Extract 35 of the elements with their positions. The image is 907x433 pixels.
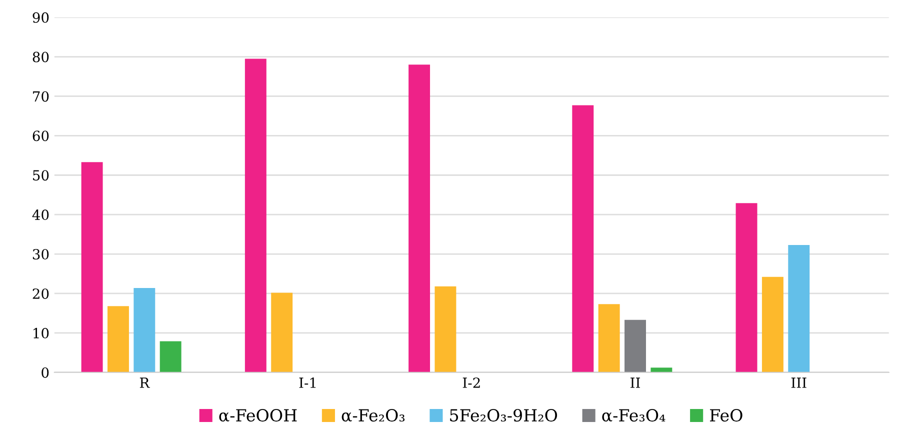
legend-label: FeO [710, 408, 742, 422]
bar [736, 203, 758, 372]
x-tick-label: I-2 [462, 377, 480, 388]
y-tick-label: 30 [32, 248, 49, 260]
bar [160, 341, 182, 372]
y-tick-label: 50 [33, 170, 49, 181]
bar [572, 105, 594, 372]
y-tick-label: 90 [32, 12, 49, 23]
bar [408, 64, 430, 372]
x-tick-label: R [140, 378, 150, 388]
bar [107, 306, 129, 372]
bar [244, 58, 266, 372]
legend-label: 5Fe₂O₃-9H₂O [450, 408, 558, 422]
bar [650, 368, 672, 372]
y-tick-label: 70 [33, 91, 49, 102]
x-tick-label: I-1 [299, 377, 316, 388]
bar [271, 292, 293, 372]
bar [434, 286, 456, 372]
y-tick-label: 40 [32, 210, 49, 220]
bar [598, 304, 620, 372]
bar [81, 162, 103, 372]
legend-label: α-Fe₃O₄ [602, 408, 666, 422]
y-tick-label: 20 [32, 288, 49, 299]
bar [624, 320, 646, 372]
y-tick-label: 0 [42, 367, 49, 378]
x-tick-label: III [791, 378, 806, 388]
bar [788, 244, 810, 372]
legend-label: α-Fe₂O₃ [342, 408, 405, 422]
y-tick-label: 80 [32, 52, 49, 62]
legend-label: α-FeOOH [219, 408, 297, 422]
bar [762, 276, 784, 372]
y-tick-label: 10 [34, 328, 49, 338]
bar [134, 288, 156, 372]
y-tick-label: 60 [32, 130, 49, 142]
x-tick-label: II [630, 378, 640, 388]
